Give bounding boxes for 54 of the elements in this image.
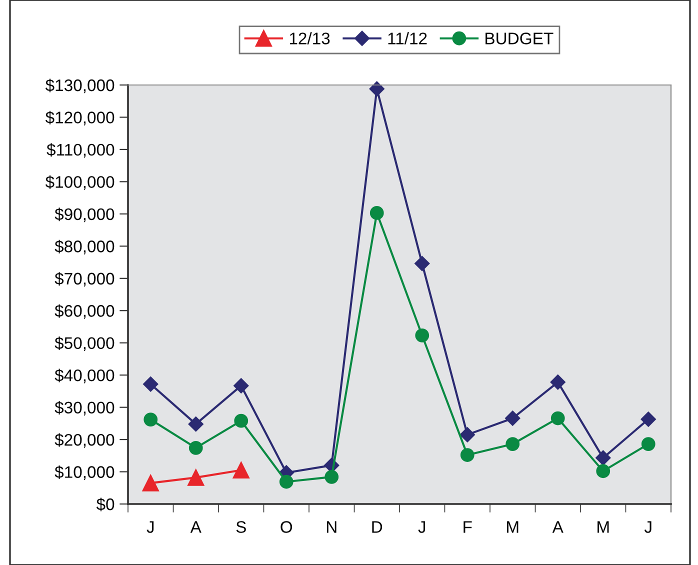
y-tick-label: $100,000 (45, 175, 114, 190)
y-tick-label: $130,000 (45, 78, 114, 94)
y-tick-label: $60,000 (54, 304, 114, 319)
point (640, 412, 656, 427)
point (324, 470, 339, 484)
y-tick-label: $120,000 (45, 110, 114, 126)
x-tick-label: J (644, 521, 652, 533)
point (143, 376, 158, 392)
point (279, 474, 294, 489)
point (234, 378, 249, 394)
x-tick-label: J (418, 521, 426, 533)
y-tick-label: $90,000 (54, 208, 114, 222)
legend-label: 11/12 (388, 32, 427, 44)
x-tick-label: M (598, 521, 609, 533)
legend-label: BUDGET (486, 32, 554, 44)
y-tick-label: $20,000 (54, 433, 114, 448)
point (415, 328, 430, 342)
y-tick-label: $10,000 (54, 465, 114, 480)
y-tick-label: $40,000 (54, 368, 114, 384)
point (188, 440, 203, 455)
x-tick-label: D (372, 521, 382, 533)
point (506, 437, 520, 451)
y-tick-label: $110,000 (46, 143, 114, 158)
y-tick-label: $50,000 (54, 336, 114, 352)
legend-label: 12/13 (290, 32, 330, 44)
x-tick-label: J (146, 521, 154, 533)
x-tick-label: M (507, 521, 518, 533)
point (596, 464, 610, 478)
x-tick-label: A (552, 521, 564, 533)
y-tick-label: $30,000 (54, 401, 114, 416)
point (232, 462, 250, 478)
point (505, 410, 520, 426)
point (550, 374, 566, 390)
point (188, 416, 204, 432)
point (596, 450, 611, 466)
point (369, 81, 384, 96)
x-tick-label: S (236, 521, 246, 533)
point (142, 474, 159, 492)
y-tick-label: $80,000 (54, 240, 114, 254)
x-tick-label: A (190, 521, 202, 533)
x-tick-label: O (280, 521, 292, 533)
point (641, 437, 656, 451)
point (460, 427, 475, 442)
point (234, 414, 248, 428)
y-tick-label: $70,000 (54, 272, 114, 287)
point (188, 469, 204, 486)
y-tick-label: $0 (96, 498, 114, 512)
x-tick-label: N (326, 521, 336, 533)
point (460, 448, 474, 462)
point (550, 411, 565, 426)
x-tick-label: F (464, 521, 472, 533)
point (414, 256, 430, 272)
point (144, 412, 158, 426)
point (370, 206, 384, 220)
